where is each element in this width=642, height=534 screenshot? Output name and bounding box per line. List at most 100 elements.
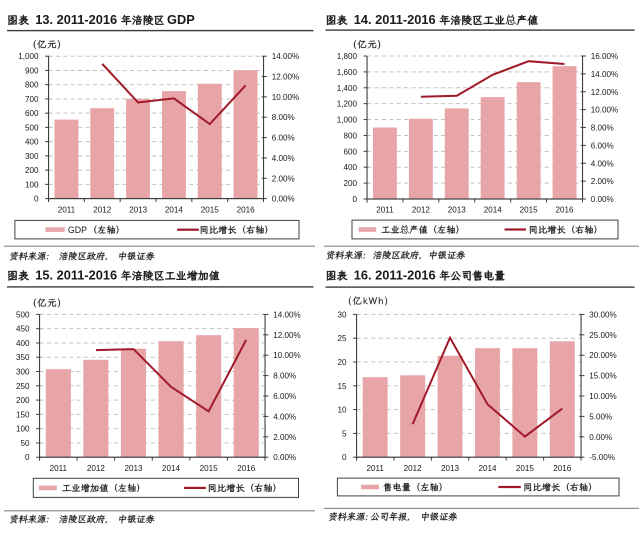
svg-text:100: 100	[16, 425, 30, 434]
svg-text:30.00%: 30.00%	[589, 310, 616, 319]
svg-text:8.00%: 8.00%	[272, 113, 295, 122]
svg-text:1,400: 1,400	[337, 84, 358, 93]
svg-text:2015: 2015	[516, 464, 535, 473]
svg-text:-5.00%: -5.00%	[589, 453, 615, 462]
svg-text:2014: 2014	[478, 464, 497, 473]
svg-text:2015: 2015	[201, 205, 220, 214]
svg-text:200: 200	[343, 179, 357, 188]
svg-text:400: 400	[16, 339, 30, 348]
svg-text:16.00%: 16.00%	[591, 52, 618, 61]
svg-text:800: 800	[25, 81, 39, 90]
svg-text:350: 350	[16, 353, 30, 362]
svg-text:2.00%: 2.00%	[273, 433, 296, 442]
svg-text:10.00%: 10.00%	[272, 93, 299, 102]
svg-text:300: 300	[16, 368, 30, 377]
svg-text:2011: 2011	[58, 205, 76, 214]
svg-text:15. 2011-2016: 15. 2011-2016	[35, 268, 117, 283]
svg-text:0.00%: 0.00%	[589, 433, 612, 442]
svg-text:6.00%: 6.00%	[272, 134, 295, 143]
svg-text:12.00%: 12.00%	[273, 331, 300, 340]
svg-text:0: 0	[25, 453, 30, 462]
svg-text:150: 150	[16, 410, 30, 419]
svg-text:GDP: GDP	[68, 225, 87, 235]
svg-text:1,000: 1,000	[337, 116, 358, 125]
svg-text:2015: 2015	[520, 205, 539, 214]
svg-text:2016: 2016	[237, 464, 256, 473]
svg-text:2011: 2011	[367, 464, 385, 473]
svg-text:0.00%: 0.00%	[273, 453, 296, 462]
svg-text:2.00%: 2.00%	[272, 174, 295, 183]
svg-text:400: 400	[343, 163, 357, 172]
svg-text:400: 400	[25, 138, 39, 147]
svg-text:4.00%: 4.00%	[591, 159, 614, 168]
svg-text:2014: 2014	[162, 464, 181, 473]
svg-text:2014: 2014	[484, 205, 503, 214]
svg-text:16. 2011-2016: 16. 2011-2016	[354, 268, 436, 283]
svg-text:2014: 2014	[165, 205, 184, 214]
svg-text:2015: 2015	[200, 464, 219, 473]
svg-text:30: 30	[337, 310, 347, 319]
svg-text:6.00%: 6.00%	[273, 392, 296, 401]
svg-text:GDP: GDP	[167, 12, 195, 27]
svg-text:700: 700	[25, 95, 39, 104]
svg-text:1,200: 1,200	[337, 100, 358, 109]
svg-text:2016: 2016	[553, 464, 572, 473]
svg-text:50: 50	[20, 439, 30, 448]
svg-text:0: 0	[34, 195, 39, 204]
svg-text:10.00%: 10.00%	[589, 392, 616, 401]
svg-text:100: 100	[25, 180, 39, 189]
svg-text:4.00%: 4.00%	[272, 154, 295, 163]
svg-text:25: 25	[337, 334, 347, 343]
svg-text:2011: 2011	[376, 205, 394, 214]
svg-text:2.00%: 2.00%	[591, 177, 614, 186]
svg-text:14.00%: 14.00%	[272, 52, 299, 61]
svg-text:2011: 2011	[50, 464, 68, 473]
svg-text:2013: 2013	[124, 464, 143, 473]
svg-text:14.00%: 14.00%	[273, 310, 300, 319]
svg-text:1,800: 1,800	[337, 52, 358, 61]
svg-text:10: 10	[337, 406, 347, 415]
svg-text:4.00%: 4.00%	[273, 412, 296, 421]
svg-text:2012: 2012	[87, 464, 106, 473]
svg-text:2012: 2012	[412, 205, 431, 214]
svg-text:12.00%: 12.00%	[591, 88, 618, 97]
svg-text:500: 500	[25, 123, 39, 132]
svg-text:200: 200	[16, 396, 30, 405]
svg-text:2013: 2013	[448, 205, 467, 214]
svg-text:10.00%: 10.00%	[273, 351, 300, 360]
svg-text:6.00%: 6.00%	[591, 141, 614, 150]
svg-text:12.00%: 12.00%	[272, 73, 299, 82]
svg-text:5: 5	[342, 429, 347, 438]
svg-text:0.00%: 0.00%	[272, 195, 295, 204]
svg-text:2012: 2012	[93, 205, 112, 214]
svg-text:600: 600	[25, 109, 39, 118]
svg-text:2016: 2016	[237, 205, 256, 214]
svg-text:8.00%: 8.00%	[273, 372, 296, 381]
svg-text:450: 450	[16, 325, 30, 334]
svg-text:0: 0	[342, 453, 347, 462]
svg-text:600: 600	[343, 147, 357, 156]
svg-text:0: 0	[352, 195, 357, 204]
svg-text:500: 500	[16, 310, 30, 319]
svg-text:900: 900	[25, 66, 39, 75]
svg-text:2016: 2016	[556, 205, 575, 214]
svg-text:10.00%: 10.00%	[591, 106, 618, 115]
svg-text:2013: 2013	[129, 205, 148, 214]
svg-text:1,600: 1,600	[337, 68, 358, 77]
svg-text:20: 20	[337, 358, 347, 367]
svg-text:1,000: 1,000	[18, 52, 39, 61]
svg-text:14.00%: 14.00%	[591, 70, 618, 79]
svg-text:25.00%: 25.00%	[589, 331, 616, 340]
svg-text:800: 800	[343, 131, 357, 140]
svg-text:8.00%: 8.00%	[591, 124, 614, 133]
svg-text:2013: 2013	[441, 464, 460, 473]
svg-text:14. 2011-2016: 14. 2011-2016	[354, 12, 436, 27]
svg-text:250: 250	[16, 382, 30, 391]
svg-text:20.00%: 20.00%	[589, 351, 616, 360]
svg-text:0.00%: 0.00%	[591, 195, 614, 204]
svg-text:5.00%: 5.00%	[589, 412, 612, 421]
svg-text:200: 200	[25, 166, 39, 175]
svg-text:15.00%: 15.00%	[589, 372, 616, 381]
svg-text:2012: 2012	[404, 464, 423, 473]
svg-text:15: 15	[337, 382, 347, 391]
